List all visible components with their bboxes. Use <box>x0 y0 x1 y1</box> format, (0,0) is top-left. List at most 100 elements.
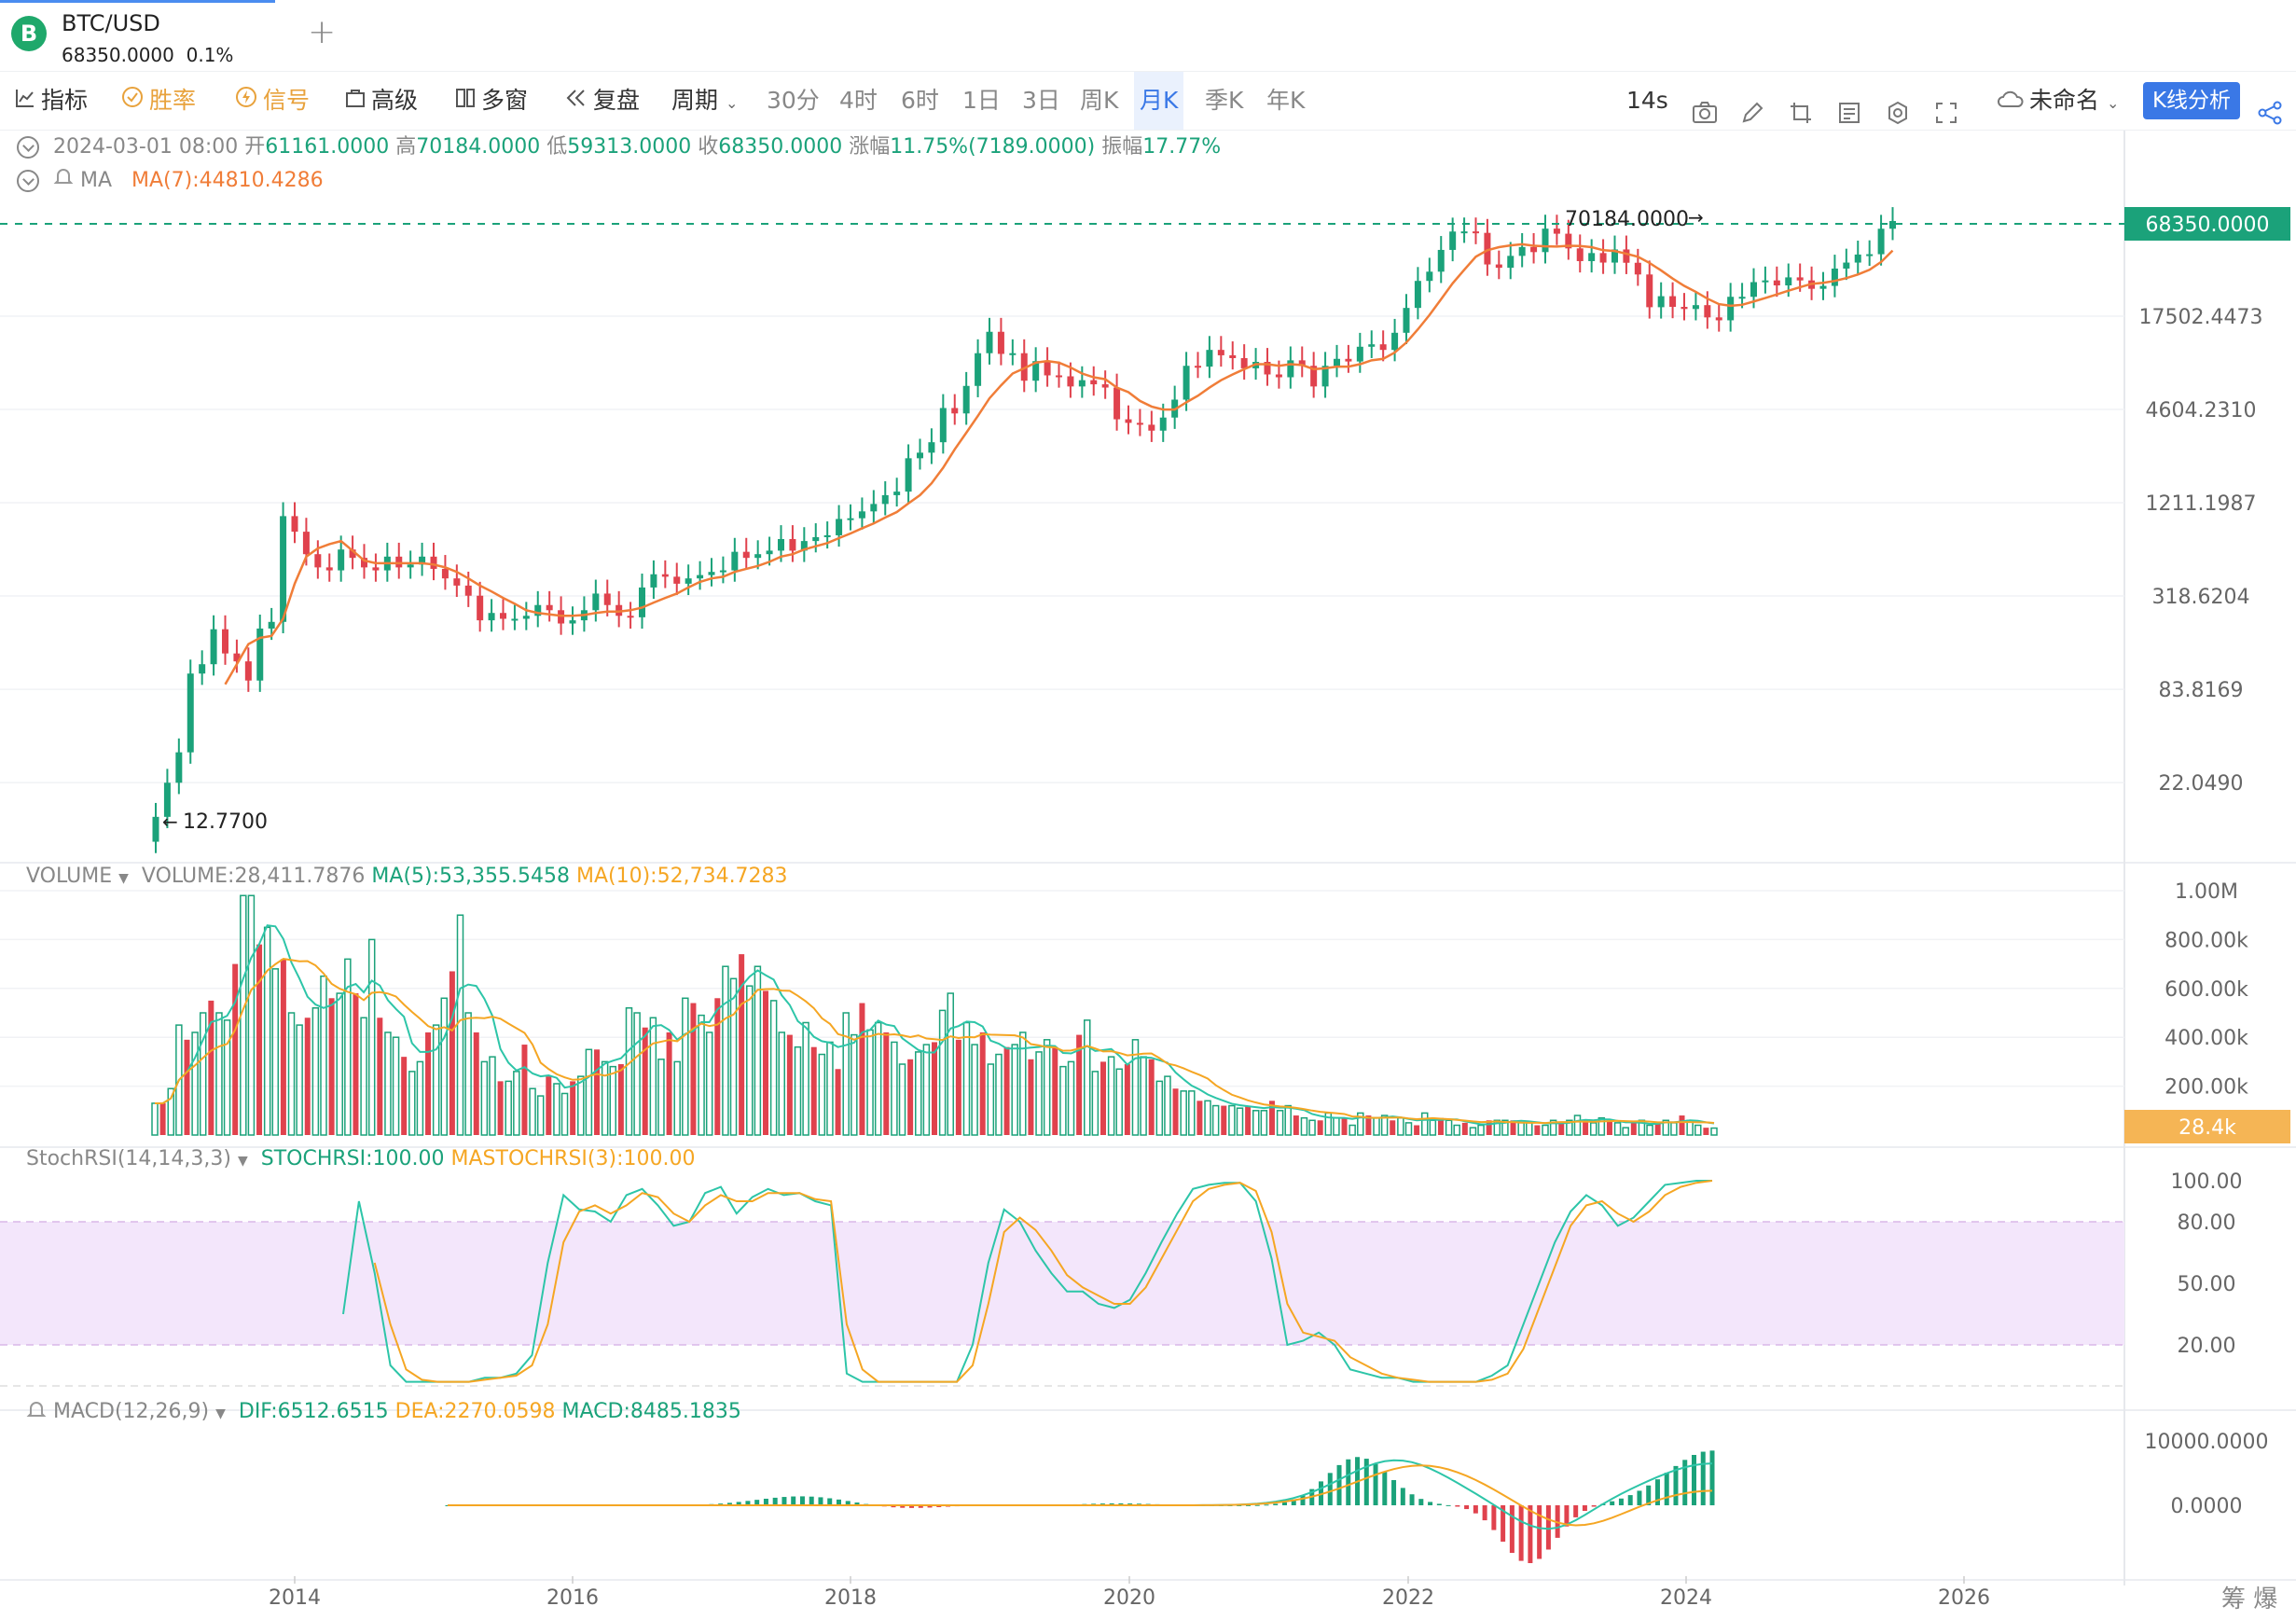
candle <box>407 564 414 568</box>
bell-icon[interactable] <box>26 1399 47 1425</box>
candle <box>1646 274 1653 308</box>
macd-name[interactable]: MACD(12,26,9) <box>53 1400 210 1423</box>
volume-bar <box>416 1060 424 1136</box>
candle <box>1634 262 1641 275</box>
layout-dropdown[interactable]: 未命名 ⌄ <box>1996 72 2119 130</box>
candle <box>800 541 808 551</box>
macd-hist-bar <box>818 1497 823 1505</box>
macd-hist-bar <box>1700 1451 1706 1505</box>
volume-bar <box>835 1069 841 1135</box>
pencil-icon[interactable] <box>1740 89 1764 123</box>
volume-bar <box>1646 1124 1653 1136</box>
volume-legend: VOLUME ▼ VOLUME:28,411.7876 MA(5):53,355… <box>26 865 788 888</box>
macd-hist-bar <box>1573 1505 1579 1517</box>
y-tick-label: 17502.4473 <box>2139 306 2263 329</box>
volume-bar <box>1052 1046 1058 1135</box>
interval-week[interactable]: 周K <box>1080 87 1119 114</box>
crop-icon[interactable] <box>1789 89 1813 123</box>
interval-30m[interactable]: 30分 <box>767 87 820 114</box>
interval-month[interactable]: 月K <box>1134 72 1184 130</box>
candle <box>1159 417 1167 431</box>
replay-button[interactable]: 复盘 <box>565 72 640 130</box>
chevron-down-icon[interactable]: ▼ <box>215 1406 226 1421</box>
kline-analysis-button[interactable]: K线分析 <box>2143 82 2240 119</box>
x-tick-label: 2020 <box>1103 1586 1155 1610</box>
volume-name[interactable]: VOLUME <box>26 865 113 888</box>
advanced-button[interactable]: 高级 <box>345 72 418 130</box>
volume-bar <box>449 971 455 1135</box>
volume-bar <box>1188 1090 1196 1136</box>
volume-bar <box>392 1036 400 1136</box>
multiwindow-button[interactable]: 多窗 <box>455 72 528 130</box>
settings-icon[interactable] <box>1886 89 1910 125</box>
stochrsi-name[interactable]: StochRSI(14,14,3,3) <box>26 1147 231 1170</box>
share-icon[interactable] <box>2257 89 2283 125</box>
candle <box>1473 231 1479 234</box>
chevron-down-icon[interactable]: ▼ <box>237 1154 248 1169</box>
signal-button[interactable]: 信号 <box>235 72 310 130</box>
volume-bar <box>1510 1120 1516 1135</box>
fullscreen-icon[interactable] <box>1934 89 1958 123</box>
macd-hist-bar <box>1254 1504 1260 1506</box>
candle <box>1310 366 1318 387</box>
volume-bar <box>729 977 738 1136</box>
candle <box>1460 231 1468 234</box>
interval-3d[interactable]: 3日 <box>1022 87 1060 114</box>
volume-bar <box>962 1021 971 1136</box>
add-tab-icon[interactable]: + <box>308 13 337 51</box>
volume-bar <box>1501 1119 1509 1136</box>
macd-hist-bar <box>1400 1488 1405 1505</box>
volume-bar <box>377 1018 383 1135</box>
volume-bar <box>1155 1080 1164 1136</box>
interval-year[interactable]: 年K <box>1266 87 1306 114</box>
volume-bar <box>698 1014 705 1136</box>
candle <box>823 534 831 537</box>
chevron-down-icon[interactable]: ▼ <box>118 871 129 886</box>
volume-bar <box>1598 1116 1606 1136</box>
candle <box>766 550 773 555</box>
macd-hist-bar <box>754 1500 760 1505</box>
candle <box>1183 366 1190 400</box>
interval-4h[interactable]: 4时 <box>839 87 878 114</box>
candle <box>673 576 681 584</box>
tab-price-line: 68350.0000 0.1% <box>62 44 233 66</box>
interval-1d[interactable]: 1日 <box>962 87 1001 114</box>
volume-bar <box>1100 1061 1106 1135</box>
tab-btc-usd[interactable]: B BTC/USD 68350.0000 0.1% <box>0 0 275 71</box>
notes-icon[interactable] <box>1837 89 1861 123</box>
candle <box>603 593 611 605</box>
volume-bar <box>1308 1119 1316 1136</box>
candle <box>1334 358 1340 367</box>
macd-hist-bar <box>1109 1502 1114 1505</box>
candle <box>1449 231 1457 250</box>
collapse-icon[interactable] <box>17 136 39 159</box>
interval-6h[interactable]: 6时 <box>901 87 939 114</box>
candle <box>858 511 865 519</box>
volume-bar <box>874 1021 882 1136</box>
macd-hist-bar <box>1281 1502 1287 1505</box>
rewind-icon <box>565 72 588 130</box>
interval-quarter[interactable]: 季K <box>1205 87 1244 114</box>
macd-hist-bar <box>1428 1502 1433 1505</box>
collapse-icon[interactable] <box>17 170 39 192</box>
candle <box>325 567 333 571</box>
volume-bar <box>810 1046 817 1135</box>
macd-hist-bar <box>1482 1505 1487 1521</box>
macd-hist-bar <box>1709 1450 1715 1505</box>
bell-icon[interactable] <box>53 164 74 198</box>
winrate-button[interactable]: 胜率 <box>121 72 196 130</box>
camera-icon[interactable] <box>1692 89 1718 123</box>
volume-bar <box>208 1000 214 1135</box>
volume-bar <box>1317 1120 1323 1135</box>
indicators-button[interactable]: 指标 <box>15 72 88 130</box>
period-dropdown[interactable]: 周期 ⌄ <box>671 72 738 130</box>
chevron-down-icon: ⌄ <box>725 94 739 112</box>
volume-bar <box>1260 1110 1268 1136</box>
ma-name: MA <box>80 169 113 192</box>
x-tick-label: 2014 <box>269 1586 321 1610</box>
footer-tools[interactable]: 筹 爆 <box>2221 1585 2278 1613</box>
close-value: 68350.0000 <box>718 135 843 159</box>
candle <box>233 653 241 662</box>
volume-bar <box>1245 1105 1252 1135</box>
